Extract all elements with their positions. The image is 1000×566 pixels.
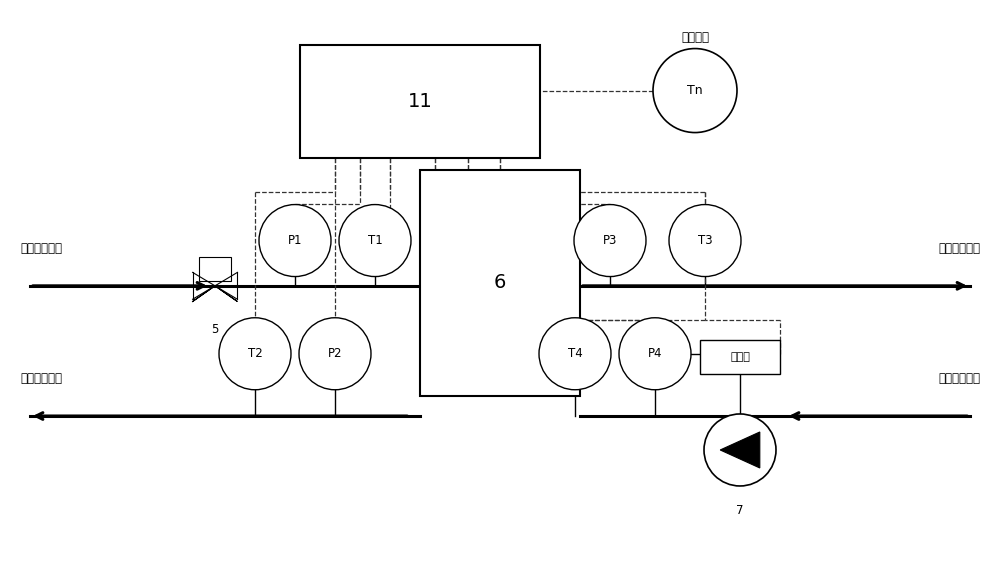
Text: T4: T4 (568, 348, 582, 360)
Polygon shape (720, 432, 760, 468)
Text: Tn: Tn (687, 84, 703, 97)
Text: T2: T2 (248, 348, 262, 360)
Text: 二次侧回水管: 二次侧回水管 (938, 372, 980, 385)
Bar (700, 340, 780, 374)
Circle shape (619, 318, 691, 390)
Text: P4: P4 (648, 348, 662, 360)
Circle shape (219, 318, 291, 390)
Circle shape (339, 204, 411, 277)
Text: 11: 11 (408, 92, 432, 112)
Circle shape (653, 49, 737, 132)
Circle shape (669, 204, 741, 277)
Bar (300, 45, 540, 158)
Text: P1: P1 (288, 234, 302, 247)
Circle shape (539, 318, 611, 390)
Text: 一次侧回水管: 一次侧回水管 (20, 372, 62, 385)
Text: 目标温度: 目标温度 (681, 31, 709, 44)
Text: 一次侧供水管: 一次侧供水管 (20, 242, 62, 255)
Text: 变频器: 变频器 (730, 351, 750, 362)
Circle shape (704, 414, 776, 486)
Text: P3: P3 (603, 234, 617, 247)
Text: 6: 6 (494, 273, 506, 293)
Text: 7: 7 (736, 504, 744, 517)
Text: T1: T1 (368, 234, 382, 247)
Text: T3: T3 (698, 234, 712, 247)
Text: P2: P2 (328, 348, 342, 360)
Circle shape (574, 204, 646, 277)
Circle shape (299, 318, 371, 390)
Bar (199, 257, 231, 281)
Bar (420, 170, 580, 396)
Circle shape (259, 204, 331, 277)
Text: 二次侧供水管: 二次侧供水管 (938, 242, 980, 255)
Text: 5: 5 (211, 323, 219, 336)
